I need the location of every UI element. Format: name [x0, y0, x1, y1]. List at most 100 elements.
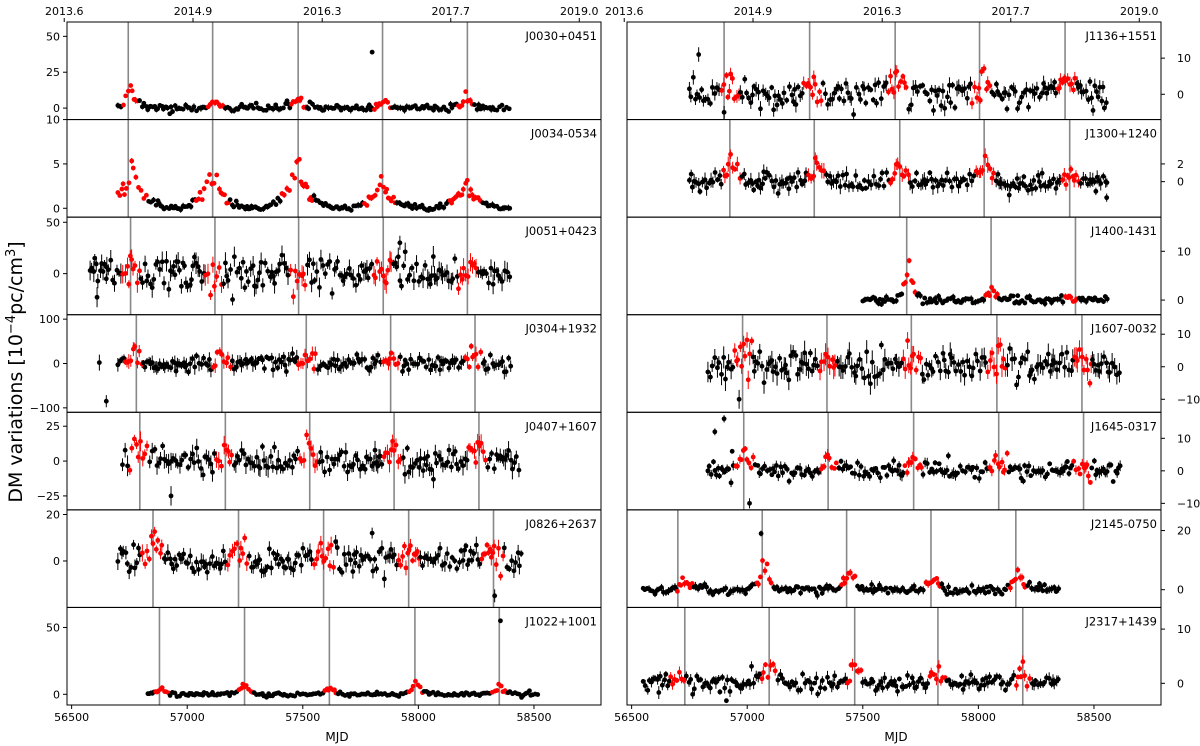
- peak-point: [1079, 354, 1085, 360]
- y-tick-label: 10: [1177, 328, 1191, 341]
- peak-point: [900, 74, 906, 79]
- peak-point: [478, 440, 484, 446]
- data-point: [773, 364, 778, 370]
- data-point: [958, 369, 964, 374]
- data-point: [455, 466, 461, 472]
- data-point: [516, 467, 522, 473]
- peak-point: [1002, 467, 1007, 473]
- data-point: [776, 93, 781, 99]
- data-point: [108, 257, 114, 263]
- data-point: [838, 364, 844, 370]
- panel-j1136+1551: J1136+1551 0 10: [626, 21, 1191, 121]
- data-point: [780, 470, 785, 476]
- data-point: [291, 567, 296, 573]
- data-point: [932, 88, 938, 94]
- peak-point: [894, 68, 900, 74]
- data-point: [280, 466, 286, 472]
- data-point: [333, 539, 339, 545]
- data-point: [769, 178, 775, 184]
- panel-data: [705, 412, 1123, 510]
- peak-point: [827, 363, 833, 369]
- data-point: [257, 557, 263, 563]
- data-point: [500, 359, 505, 364]
- data-point: [799, 90, 805, 96]
- data-point: [852, 471, 858, 476]
- data-point: [472, 102, 477, 108]
- data-point: [329, 291, 335, 296]
- peak-point: [500, 553, 506, 559]
- peak-point: [906, 172, 911, 178]
- panel-data: [705, 314, 1122, 413]
- data-point: [967, 171, 973, 177]
- peak-point: [384, 186, 390, 192]
- peak-point: [468, 187, 474, 193]
- data-point: [705, 96, 711, 102]
- data-point: [272, 281, 277, 286]
- peak-point: [1056, 85, 1062, 91]
- data-point: [189, 565, 195, 571]
- data-point: [335, 357, 341, 363]
- data-point: [173, 458, 179, 463]
- data-point: [741, 171, 747, 177]
- data-point: [863, 100, 869, 106]
- data-point: [270, 464, 276, 470]
- data-point: [175, 259, 181, 265]
- data-point: [406, 469, 412, 475]
- data-point: [705, 369, 711, 375]
- data-point: [777, 96, 783, 102]
- top-tick-label: 2014.9: [174, 5, 213, 18]
- data-point: [1112, 364, 1118, 370]
- data-point: [875, 470, 881, 476]
- peak-point: [378, 173, 384, 179]
- y-tick-label: 0: [53, 455, 60, 468]
- data-point: [424, 462, 429, 468]
- peak-point: [211, 180, 217, 186]
- data-point: [864, 349, 870, 355]
- data-point: [507, 205, 513, 211]
- data-point: [742, 76, 748, 82]
- data-point: [485, 366, 491, 372]
- data-point: [409, 205, 415, 211]
- data-point: [706, 463, 712, 469]
- y-tick-label: 10: [1177, 52, 1191, 65]
- peak-point: [133, 174, 139, 180]
- peak-point: [728, 151, 733, 157]
- peak-point: [747, 351, 753, 357]
- peak-point: [197, 189, 203, 195]
- data-point: [268, 454, 274, 459]
- peak-point: [910, 280, 916, 286]
- data-point: [275, 365, 281, 371]
- peak-point: [128, 83, 134, 88]
- data-point: [1101, 105, 1107, 111]
- data-point: [157, 266, 163, 272]
- data-point: [930, 184, 936, 190]
- data-point: [412, 202, 418, 207]
- peak-point: [219, 463, 224, 469]
- data-point: [475, 557, 481, 562]
- peak-point: [402, 543, 407, 549]
- peak-point: [830, 357, 835, 363]
- data-point: [799, 181, 805, 187]
- peak-point: [199, 197, 205, 203]
- data-point: [1051, 85, 1056, 91]
- peak-point: [892, 170, 898, 176]
- peak-point: [212, 363, 218, 369]
- data-point: [444, 551, 450, 556]
- data-point: [115, 362, 121, 368]
- y-tick-label: 0: [1177, 361, 1184, 374]
- data-point: [292, 693, 298, 699]
- peak-point: [719, 87, 725, 93]
- data-point: [760, 88, 766, 94]
- data-point: [955, 470, 960, 476]
- data-point: [142, 364, 148, 370]
- data-point: [360, 557, 366, 563]
- data-point: [227, 197, 233, 203]
- peak-point: [811, 173, 817, 179]
- peak-point: [465, 356, 470, 362]
- peak-point: [372, 107, 377, 112]
- data-point: [760, 181, 766, 187]
- data-point: [950, 294, 956, 300]
- data-point: [712, 355, 718, 361]
- peak-point: [374, 187, 380, 193]
- data-point: [126, 569, 132, 575]
